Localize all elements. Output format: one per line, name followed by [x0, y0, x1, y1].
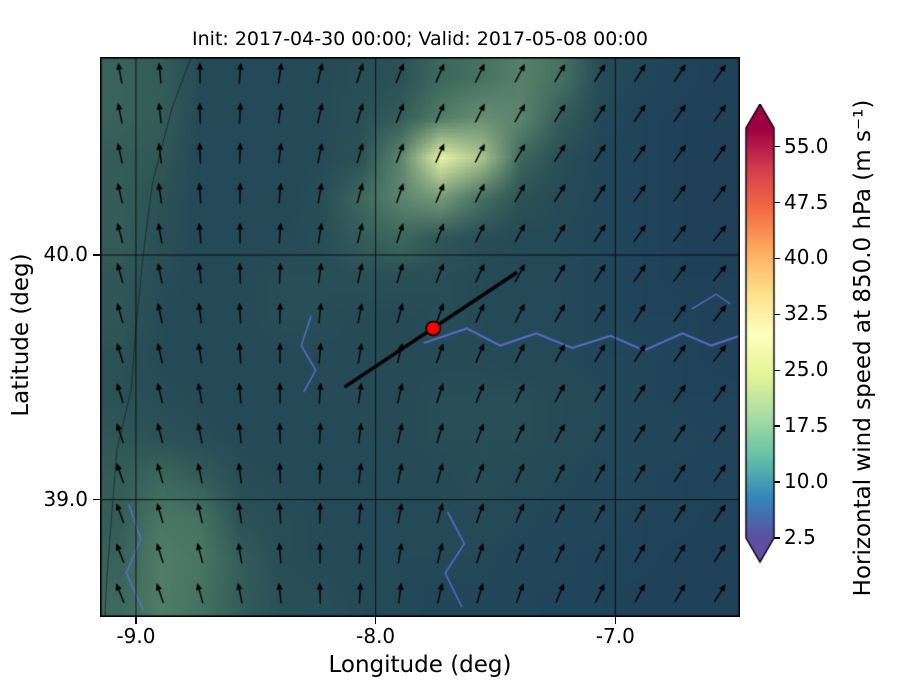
y-tick-mark [93, 498, 100, 501]
map-canvas [100, 57, 740, 617]
colorbar-tick-label: 10.0 [784, 469, 829, 494]
x-tick-label: -8.0 [356, 624, 396, 648]
colorbar-tick-label: 47.5 [784, 189, 829, 214]
plot-title: Init: 2017-04-30 00:00; Valid: 2017-05-0… [192, 28, 648, 50]
x-tick-mark [614, 617, 617, 624]
colorbar-tick-mark [774, 145, 780, 148]
colorbar-tick-mark [774, 201, 780, 204]
colorbar-tick-label: 32.5 [784, 301, 829, 326]
colorbar-tick-mark [774, 481, 780, 483]
colorbar-canvas [742, 104, 786, 566]
colorbar-tick-label: 2.5 [784, 525, 816, 549]
x-axis-label: Longitude (deg) [328, 652, 512, 678]
colorbar-tick-mark [774, 257, 780, 260]
y-tick-label: 39.0 [43, 486, 88, 511]
colorbar-tick-mark [774, 369, 780, 372]
x-tick-label: -7.0 [595, 624, 635, 648]
colorbar-label: Horizontal wind speed at 850.0 hPa (m s⁻… [850, 99, 876, 597]
x-tick-mark [374, 617, 377, 624]
colorbar-tick-label: 25.0 [784, 357, 829, 382]
colorbar-tick-mark [774, 537, 780, 539]
x-tick-mark [135, 617, 137, 624]
colorbar-tick-label: 17.5 [784, 413, 829, 438]
colorbar-tick-mark [774, 425, 780, 427]
x-tick-label: -9.0 [116, 624, 156, 648]
colorbar-tick-label: 40.0 [784, 245, 829, 270]
y-axis-label: Latitude (deg) [8, 253, 34, 417]
y-tick-mark [93, 254, 100, 256]
y-tick-label: 40.0 [43, 242, 88, 267]
colorbar-tick-label: 55.0 [784, 133, 829, 158]
colorbar-tick-mark [774, 313, 780, 316]
